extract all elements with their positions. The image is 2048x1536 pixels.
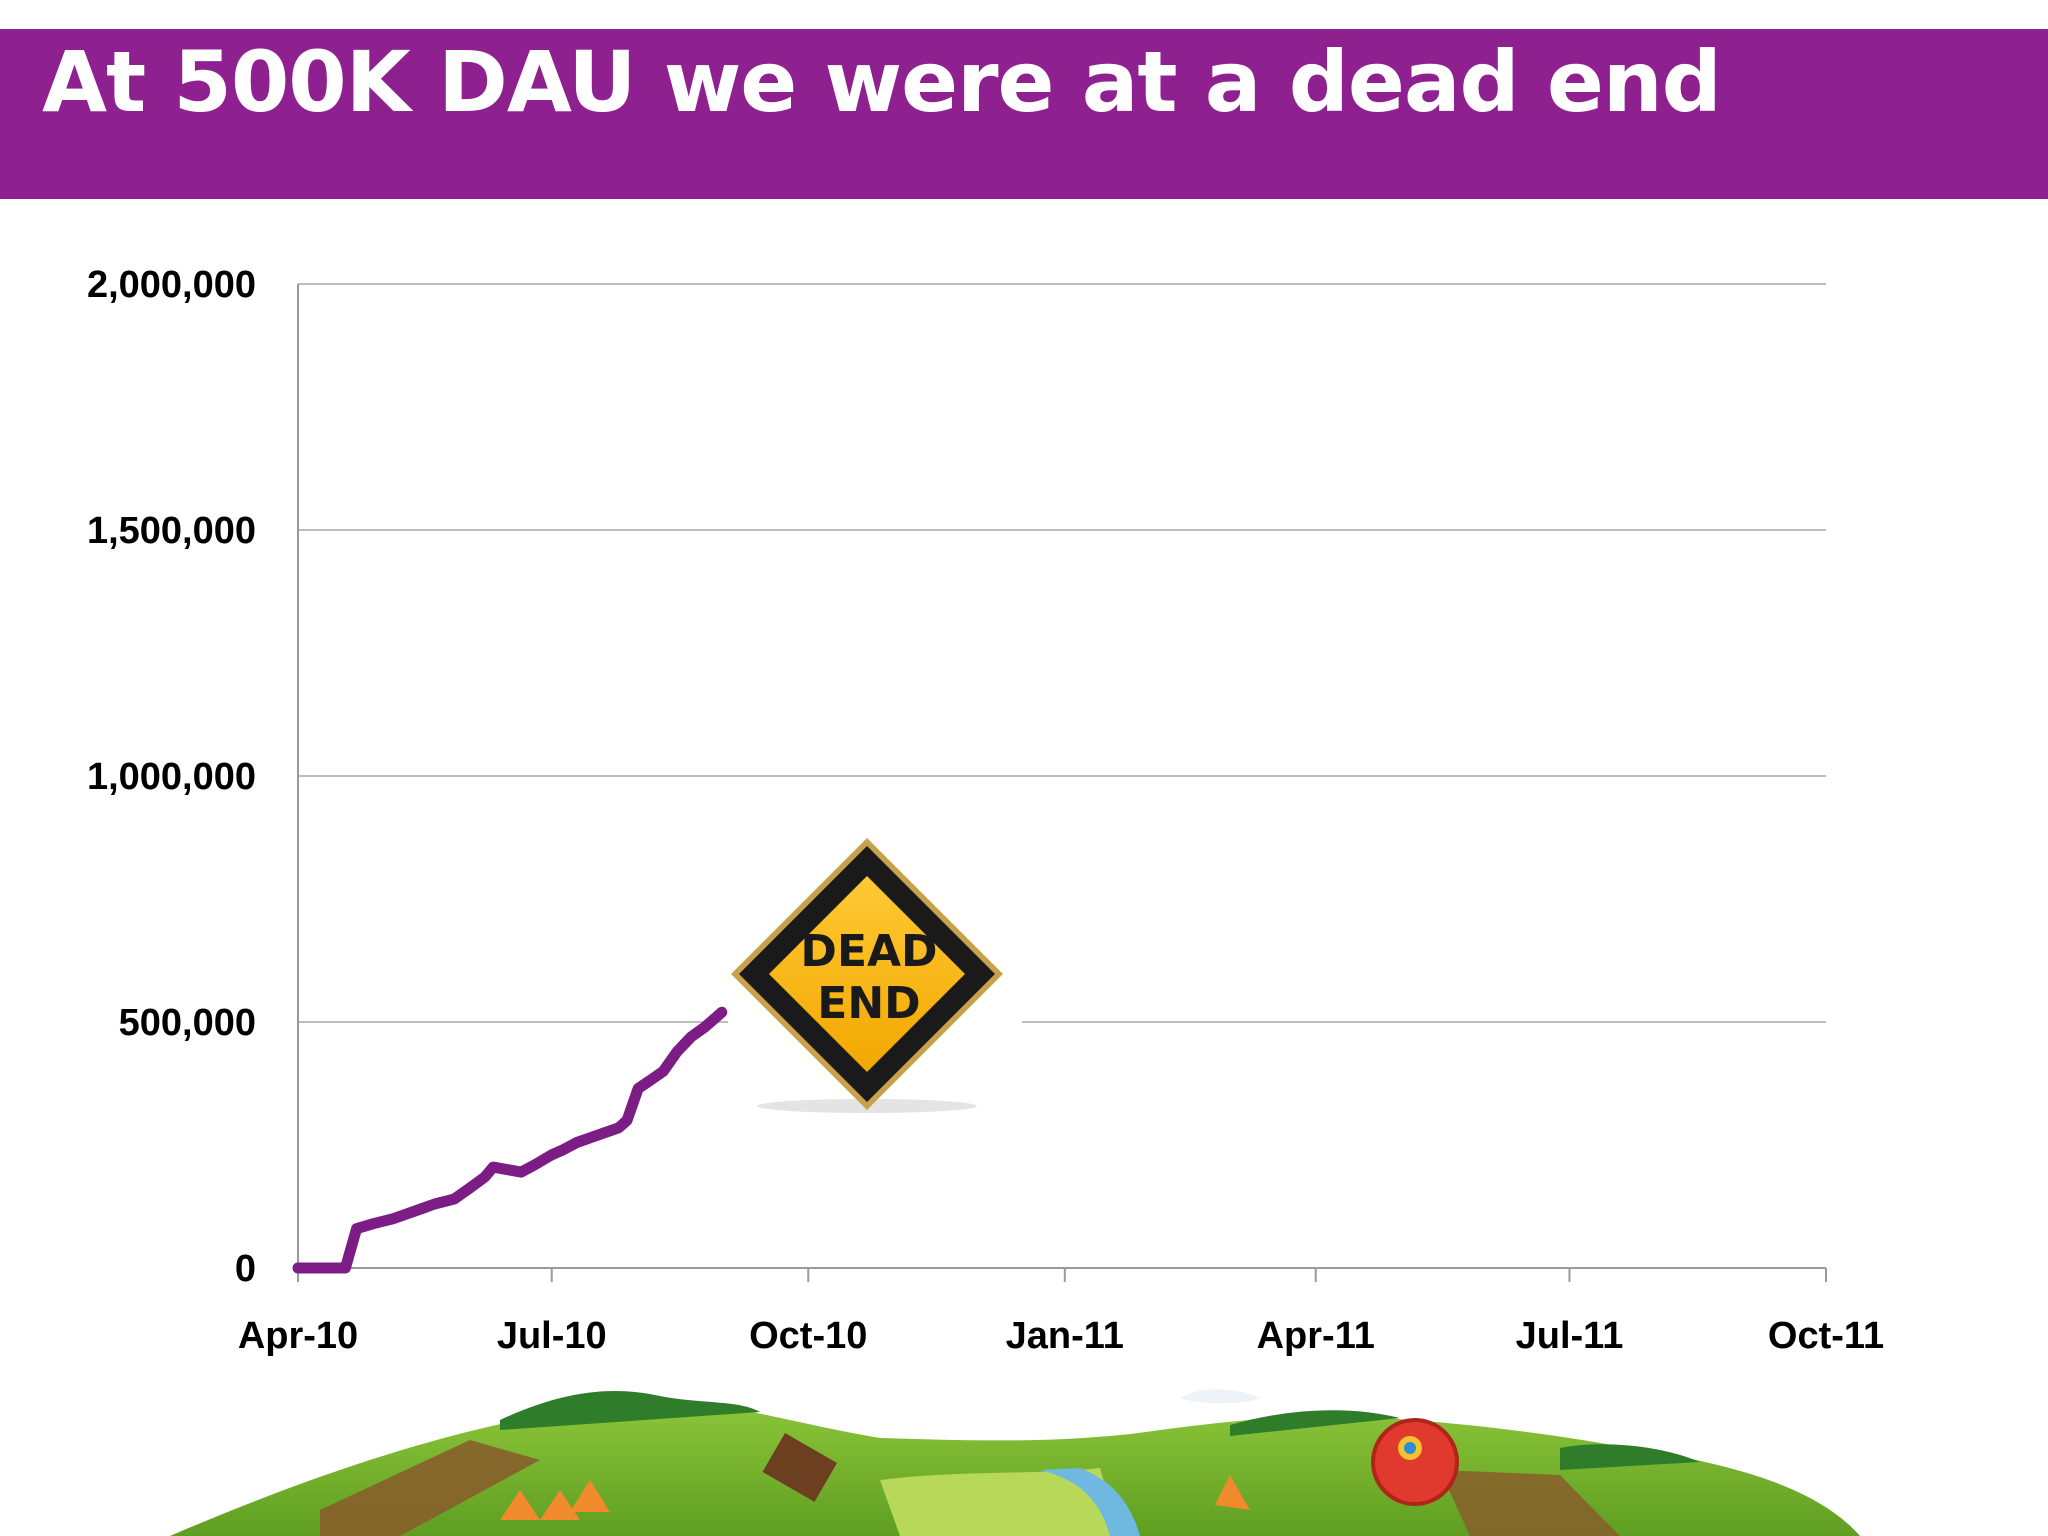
y-tick-label: 1,500,000 [87,510,256,552]
series-line-dau [292,1006,728,1274]
x-tick-label: Apr-10 [238,1315,358,1357]
y-tick-label: 500,000 [119,1002,256,1044]
x-tick-label: Oct-11 [1768,1315,1884,1357]
dead-end-sign-icon: DEAD END [731,838,1003,1113]
y-tick-label: 1,000,000 [87,756,256,798]
x-tick-label: Apr-11 [1257,1315,1375,1357]
x-tick-label: Oct-10 [749,1315,867,1357]
slide-title: At 500K DAU we were at a dead end [42,33,1722,131]
x-tick-label: Jan-11 [1006,1315,1124,1357]
sign-line2: END [817,978,920,1029]
y-tick-label: 2,000,000 [87,264,256,306]
y-tick-labels: 0 500,000 1,000,000 1,500,000 2,000,000 [87,264,256,1290]
series-dau [292,1006,728,1274]
y-tick-label: 0 [235,1248,256,1290]
gridlines [298,283,1826,1023]
x-tick-labels: Apr-10 Jul-10 Oct-10 Jan-11 Apr-11 Jul-11 Oct-… [238,1315,1884,1357]
axes [297,284,1827,1282]
x-tick-label: Jul-11 [1516,1315,1624,1357]
farm-landscape-illustration [170,1389,1860,1536]
title-bar [0,29,2048,199]
sign-line1: DEAD [800,926,937,977]
x-tick-label: Jul-10 [497,1315,607,1357]
